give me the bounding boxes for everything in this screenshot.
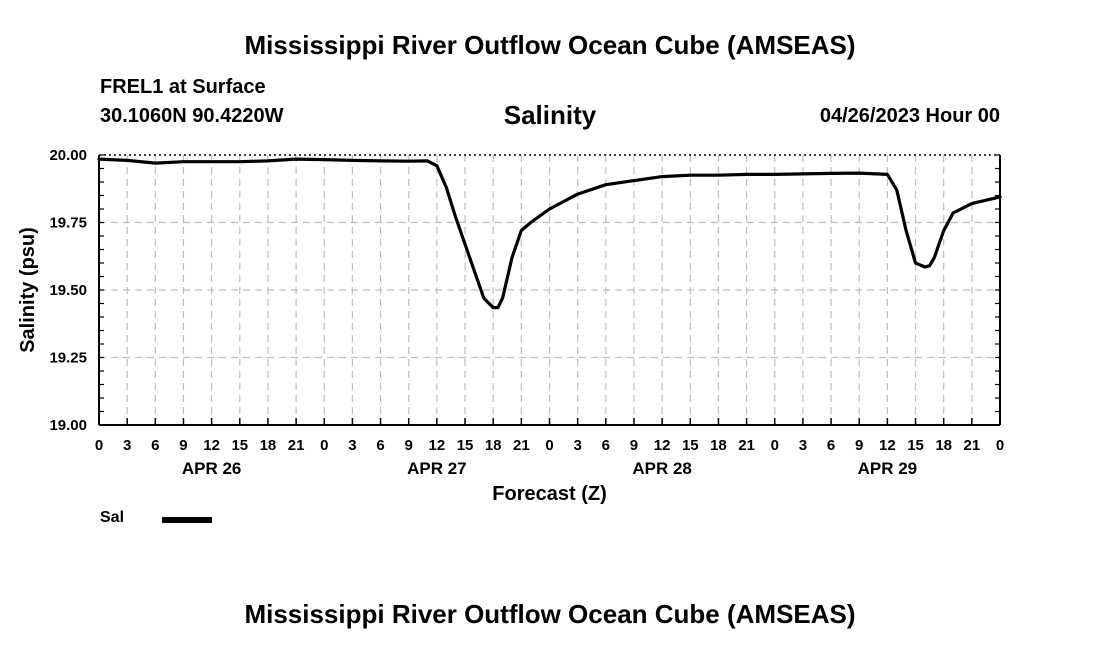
x-tick-label: 15 <box>907 437 924 454</box>
legend-label: Sal <box>100 509 125 526</box>
x-tick-label: 12 <box>879 437 896 454</box>
chart-labels: 0 3 6 9 12 15 18 21 0 3 6 9 12 15 18 21 0 3 6 9 12 15 18 21 0 3 6 9… <box>17 147 1004 505</box>
chart-series <box>97 157 1002 310</box>
x-tick-label: 12 <box>429 437 446 454</box>
x-tick-label: 3 <box>799 437 807 454</box>
x-tick-label: 9 <box>855 437 863 454</box>
x-tick-label: 15 <box>457 437 474 454</box>
x-tick-label: 6 <box>151 437 159 454</box>
y-tick-label: 19.25 <box>49 350 87 367</box>
x-tick-label: 0 <box>771 437 779 454</box>
x-tick-label: 3 <box>348 437 356 454</box>
x-tick-label: 15 <box>231 437 248 454</box>
salinity-series-line <box>97 157 1002 310</box>
chart-subtitle: Salinity <box>503 100 597 130</box>
day-label: APR 27 <box>407 459 467 478</box>
bottom-title: Mississippi River Outflow Ocean Cube (AM… <box>244 599 856 629</box>
chart-grid <box>99 155 1000 425</box>
x-tick-label: 18 <box>935 437 952 454</box>
chart-ticks <box>98 154 1001 426</box>
x-tick-label: 0 <box>95 437 103 454</box>
x-tick-label: 21 <box>288 437 305 454</box>
x-tick-label: 3 <box>573 437 581 454</box>
y-tick-label: 20.00 <box>49 147 87 164</box>
y-axis-title: Salinity (psu) <box>17 227 39 353</box>
x-tick-label: 21 <box>738 437 755 454</box>
x-tick-label: 18 <box>485 437 502 454</box>
x-tick-label: 21 <box>513 437 530 454</box>
x-tick-label: 6 <box>827 437 835 454</box>
day-label: APR 26 <box>182 459 242 478</box>
day-label: APR 29 <box>858 459 918 478</box>
x-axis-title: Forecast (Z) <box>492 483 606 505</box>
x-tick-label: 3 <box>123 437 131 454</box>
forecast-datetime: 04/26/2023 Hour 00 <box>819 105 1000 127</box>
x-tick-label: 9 <box>179 437 187 454</box>
station-coordinates: 30.1060N 90.4220W <box>100 105 284 127</box>
x-tick-label: 0 <box>320 437 328 454</box>
x-tick-label: 9 <box>405 437 413 454</box>
x-tick-label: 12 <box>203 437 220 454</box>
legend-swatch <box>162 517 212 523</box>
station-label: FREL1 at Surface <box>100 76 266 98</box>
x-tick-label: 6 <box>376 437 384 454</box>
y-tick-label: 19.00 <box>49 417 87 434</box>
x-tick-label: 0 <box>545 437 553 454</box>
x-tick-label: 21 <box>964 437 981 454</box>
x-tick-label: 18 <box>260 437 277 454</box>
y-tick-label: 19.75 <box>49 215 87 232</box>
main-title: Mississippi River Outflow Ocean Cube (AM… <box>244 30 856 60</box>
x-tick-label: 9 <box>630 437 638 454</box>
x-tick-label: 6 <box>602 437 610 454</box>
day-label: APR 28 <box>632 459 692 478</box>
x-tick-label: 15 <box>682 437 699 454</box>
x-tick-label: 12 <box>654 437 671 454</box>
x-tick-label: 0 <box>996 437 1004 454</box>
x-tick-label: 18 <box>710 437 727 454</box>
y-tick-label: 19.50 <box>49 282 87 299</box>
